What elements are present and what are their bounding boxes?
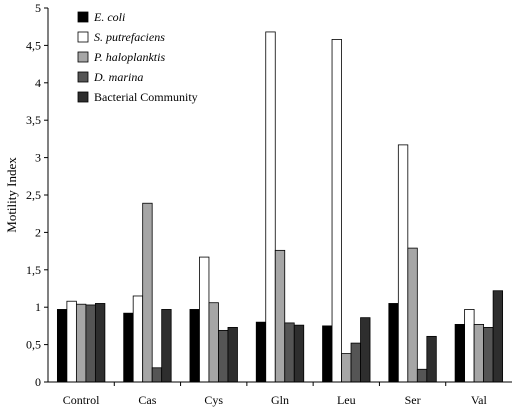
y-tick-label: 5 — [35, 1, 41, 15]
y-tick-label: 3 — [35, 151, 41, 165]
bar-cas-series-2 — [132, 295, 144, 383]
bar-val-series-4 — [483, 326, 494, 383]
bar-cas-series-1 — [123, 312, 134, 383]
bar-control-series-5 — [94, 303, 106, 383]
y-axis-label: Motility Index — [4, 157, 19, 233]
bar-gln-series-2 — [265, 31, 276, 383]
y-tick-label: 4 — [35, 76, 41, 90]
y-tick-label: 0 — [35, 375, 41, 389]
legend: E. coli S. putrefaciens P. haloplanktis D. … — [77, 10, 198, 104]
bar-leu-series-5 — [360, 317, 371, 383]
legend-swatch — [77, 11, 89, 23]
bar-cas-series-4 — [151, 367, 163, 383]
y-tick-label: 2 — [35, 225, 41, 239]
y-tick-label: 1,5 — [26, 263, 41, 277]
bar-gln-series-4 — [284, 322, 295, 383]
bar-cys-series-5 — [227, 326, 238, 383]
bar-cys-series-2 — [199, 256, 210, 383]
x-tick-label: Leu — [337, 393, 356, 407]
bar-control-series-4 — [85, 304, 96, 383]
bar-cys-series-1 — [189, 309, 200, 383]
bar-cys-series-3 — [208, 302, 219, 383]
legend-label: Bacterial Community — [94, 90, 198, 104]
bar-cas-series-5 — [161, 309, 172, 383]
bar-ser-series-1 — [388, 303, 399, 383]
y-tick-label: 0,5 — [26, 338, 41, 352]
legend-swatch — [77, 51, 89, 63]
bar-leu-series-4 — [350, 342, 361, 383]
y-tick-label: 3,5 — [26, 113, 41, 127]
bar-leu-series-2 — [331, 39, 342, 383]
bar-leu-series-3 — [341, 353, 352, 383]
legend-swatch — [77, 31, 89, 43]
bar-val-series-2 — [464, 309, 475, 383]
legend-label: S. putrefaciens — [94, 30, 165, 44]
bar-ser-series-4 — [416, 368, 428, 383]
bars-layer — [56, 31, 504, 383]
bar-ser-series-3 — [407, 247, 418, 383]
bar-val-series-1 — [454, 323, 466, 383]
bar-control-series-3 — [75, 303, 87, 383]
bar-cas-series-3 — [142, 202, 153, 383]
x-tick-label: Cys — [204, 393, 223, 407]
bar-leu-series-1 — [322, 325, 333, 383]
bar-gln-series-1 — [255, 321, 267, 383]
x-tick-label: Gln — [271, 393, 289, 407]
y-ticks: 0 0,5 1 1,5 2 2,5 3 3,5 4 4,5 5 — [26, 1, 48, 389]
bar-val-series-3 — [473, 323, 485, 383]
legend-label: E. coli — [93, 10, 125, 24]
x-tick-label: Ser — [405, 393, 421, 407]
x-tick-label: Val — [471, 393, 488, 407]
x-ticks: Control Cas Cys Gln Leu Ser Val — [63, 382, 488, 407]
bar-ser-series-5 — [426, 335, 437, 383]
bar-control-series-2 — [66, 300, 77, 383]
legend-label: D. marina — [93, 70, 143, 84]
y-tick-label: 2,5 — [26, 188, 41, 202]
y-tick-label: 4,5 — [26, 38, 41, 52]
x-tick-label: Cas — [138, 393, 156, 407]
x-tick-label: Control — [63, 393, 100, 407]
bar-cys-series-4 — [218, 329, 229, 383]
bar-ser-series-2 — [397, 144, 409, 383]
legend-swatch — [77, 71, 89, 83]
legend-swatch — [77, 91, 89, 103]
bar-control-series-1 — [56, 309, 68, 383]
y-tick-label: 1 — [35, 300, 41, 314]
bar-gln-series-3 — [274, 249, 286, 383]
bar-val-series-5 — [492, 290, 504, 383]
bar-gln-series-5 — [293, 324, 305, 383]
legend-label: P. haloplanktis — [93, 50, 165, 64]
